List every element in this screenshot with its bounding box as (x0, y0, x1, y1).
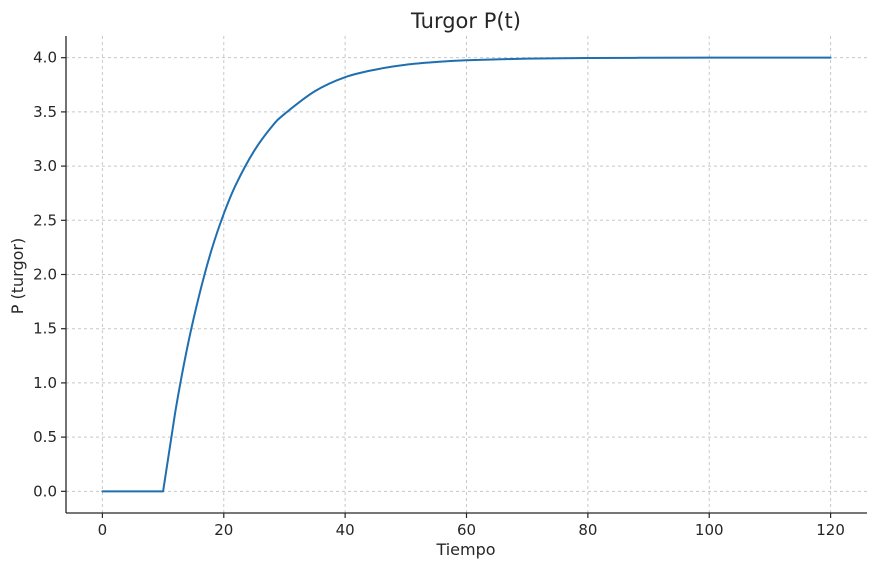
chart-title: Turgor P(t) (410, 9, 521, 33)
x-axis-title: Tiempo (435, 540, 495, 559)
y-tick-label: 2.0 (33, 266, 57, 284)
y-tick-label: 0.0 (33, 482, 57, 500)
x-tick-label: 0 (98, 521, 108, 539)
axes: 0 20 40 60 80 100 120 0.0 0.5 1.0 1.5 2.0 2.5 3.0 3.5 4… (33, 36, 867, 539)
x-tick-label: 20 (214, 521, 233, 539)
y-tick-label: 0.5 (33, 428, 57, 446)
y-tick-label: 1.0 (33, 374, 57, 392)
x-tick-label: 100 (695, 521, 724, 539)
labels: Turgor P(t) Tiempo P (turgor) (8, 9, 521, 559)
y-tick-label: 3.0 (33, 157, 57, 175)
grid (66, 36, 867, 513)
y-axis-title: P (turgor) (8, 238, 27, 314)
x-tick-label: 60 (457, 521, 476, 539)
y-tick-label: 3.5 (33, 103, 57, 121)
y-tick-label: 1.5 (33, 320, 57, 338)
series-line (101, 56, 832, 493)
x-tick-label: 120 (816, 521, 845, 539)
series-layer (101, 56, 832, 493)
x-tick-label: 80 (578, 521, 597, 539)
y-tick-label: 4.0 (33, 49, 57, 67)
x-tick-label: 40 (336, 521, 355, 539)
y-tick-label: 2.5 (33, 211, 57, 229)
